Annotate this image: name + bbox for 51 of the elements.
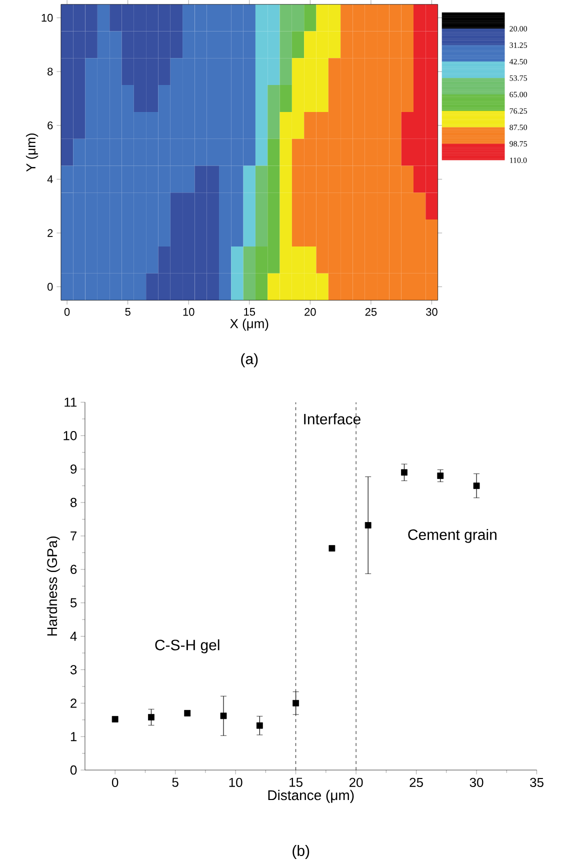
x-tick-label: 20: [304, 308, 316, 316]
text: (b): [292, 845, 310, 859]
y-tick-label: 6: [48, 122, 53, 130]
x-tick-label: 25: [410, 778, 424, 788]
annotation: Interface: [304, 413, 361, 424]
y-tick-label: 8: [70, 498, 77, 508]
point: [473, 482, 480, 489]
annotation: Cement grain: [408, 528, 497, 543]
y-tick-label: 2: [70, 698, 77, 708]
y-tick-label: 10: [64, 431, 77, 440]
point: [437, 472, 444, 479]
point: [256, 722, 263, 729]
y-axis-title: Y (μm): [26, 133, 38, 172]
x-tick-label: 30: [426, 308, 438, 316]
y-axis-title: Hardness (GPa): [46, 536, 60, 636]
y-tick-label: 10: [42, 14, 53, 22]
y-tick-label: 4: [47, 175, 53, 183]
text: (a): [241, 353, 258, 368]
x-tick-label: 20: [350, 778, 363, 788]
y-tick-label: 6: [70, 564, 77, 574]
point: [148, 714, 155, 720]
x-tick-label: 5: [172, 778, 179, 787]
x-tick-label: 30: [470, 778, 484, 788]
y-tick-label: 8: [48, 68, 53, 76]
x-tick-label: 25: [366, 308, 377, 316]
point: [112, 716, 118, 722]
x-tick-label: 5: [125, 308, 131, 316]
point: [292, 700, 300, 706]
y-tick-label: 1: [71, 732, 77, 742]
y-tick-label: 3: [70, 665, 77, 674]
x-tick-label: 10: [183, 308, 194, 316]
annotation: C-S-H gel: [155, 639, 220, 654]
point: [328, 545, 336, 552]
x-tick-label: 0: [112, 778, 118, 788]
y-tick-label: 7: [70, 531, 77, 540]
x-tick-label: 35: [530, 778, 544, 788]
x-axis-title: Distance (μm): [268, 790, 354, 803]
x-tick-label: 10: [229, 778, 242, 788]
y-tick-label: 0: [70, 765, 77, 775]
point: [220, 712, 227, 720]
y-tick-label: 11: [64, 398, 77, 407]
point: [401, 469, 408, 476]
point: [365, 522, 372, 528]
x-tick-label: 15: [244, 308, 256, 316]
y-tick-label: 0: [48, 282, 53, 291]
y-tick-label: 4: [70, 632, 77, 641]
x-tick-label: 15: [290, 778, 303, 787]
y-tick-label: 2: [48, 229, 53, 237]
y-tick-label: 9: [70, 464, 77, 474]
x-axis-title: X (μm): [230, 318, 268, 331]
y-tick-label: 5: [70, 598, 77, 608]
